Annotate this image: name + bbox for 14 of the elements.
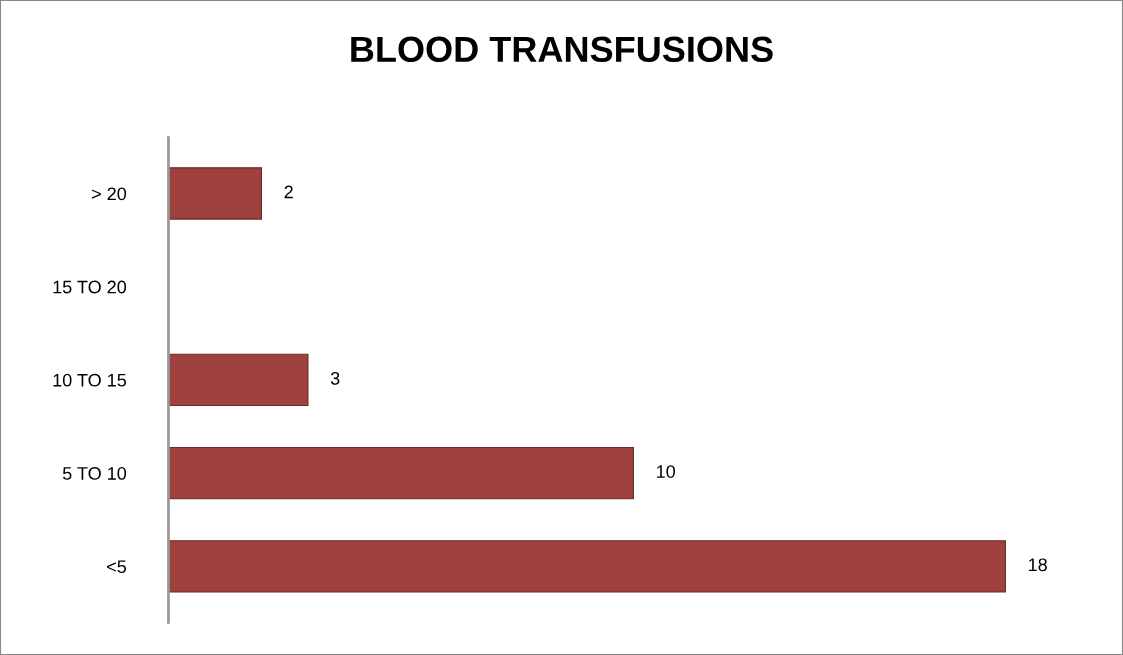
chart-title: BLOOD TRANSFUSIONS (351, 36, 773, 63)
data-label: 2 (284, 185, 293, 199)
y-tick-label: > 20 (92, 187, 127, 201)
y-tick-label: 5 TO 10 (62, 467, 127, 480)
data-label: 18 (1029, 558, 1047, 572)
bar (168, 167, 262, 220)
bar (168, 446, 634, 500)
bar (168, 353, 309, 407)
y-tick-label: 10 TO 15 (53, 373, 127, 387)
y-tick-label: <5 (107, 560, 127, 574)
y-tick-label: 15 TO 20 (53, 280, 127, 294)
data-label: 10 (657, 465, 676, 478)
data-label: 3 (330, 371, 340, 385)
bar (168, 540, 1006, 593)
